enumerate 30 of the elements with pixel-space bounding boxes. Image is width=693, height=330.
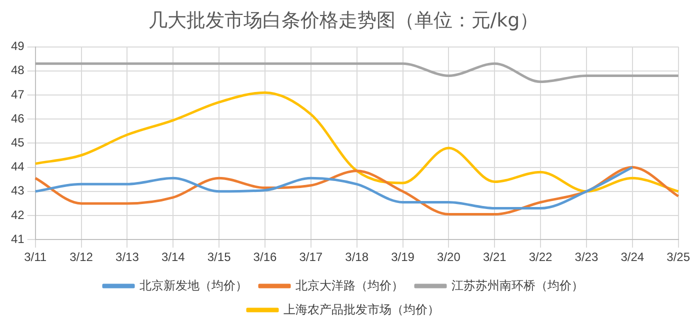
y-tick-label: 41 bbox=[10, 232, 25, 246]
legend-label: 江苏苏州南环桥（均价） bbox=[452, 278, 584, 292]
y-tick-label: 46 bbox=[10, 111, 25, 126]
x-tick-label: 3/15 bbox=[207, 250, 232, 264]
x-tick-label: 3/18 bbox=[345, 250, 369, 264]
x-tick-label: 3/17 bbox=[299, 250, 323, 264]
x-tick-label: 3/20 bbox=[437, 250, 461, 264]
x-tick-label: 3/13 bbox=[116, 250, 140, 264]
y-tick-label: 49 bbox=[10, 39, 25, 54]
x-tick-label: 3/24 bbox=[620, 250, 644, 264]
x-tick-label: 3/21 bbox=[482, 250, 507, 264]
y-tick-label: 47 bbox=[10, 87, 25, 102]
legend-label: 北京新发地（均价） bbox=[140, 278, 248, 292]
y-tick-label: 42 bbox=[10, 208, 25, 222]
y-tick-label: 44 bbox=[10, 160, 25, 174]
x-tick-label: 3/22 bbox=[528, 250, 553, 264]
chart-title: 几大批发市场白条价格走势图（单位：元/kg） bbox=[148, 9, 539, 32]
y-tick-label: 48 bbox=[10, 63, 25, 78]
x-tick-label: 3/25 bbox=[666, 250, 690, 264]
x-tick-label: 3/12 bbox=[70, 250, 94, 264]
x-tick-label: 3/14 bbox=[161, 250, 186, 264]
legend-label: 北京大洋路（均价） bbox=[296, 278, 404, 292]
line-series bbox=[34, 166, 634, 210]
legend-label: 上海农产品批发市场（均价） bbox=[284, 302, 440, 316]
y-tick-label: 45 bbox=[10, 136, 25, 150]
x-tick-label: 3/19 bbox=[391, 250, 415, 264]
x-tick-label: 3/23 bbox=[574, 250, 598, 264]
y-tick-label: 43 bbox=[10, 184, 25, 198]
x-tick-label: 3/11 bbox=[24, 250, 47, 264]
x-tick-label: 3/16 bbox=[253, 250, 277, 264]
